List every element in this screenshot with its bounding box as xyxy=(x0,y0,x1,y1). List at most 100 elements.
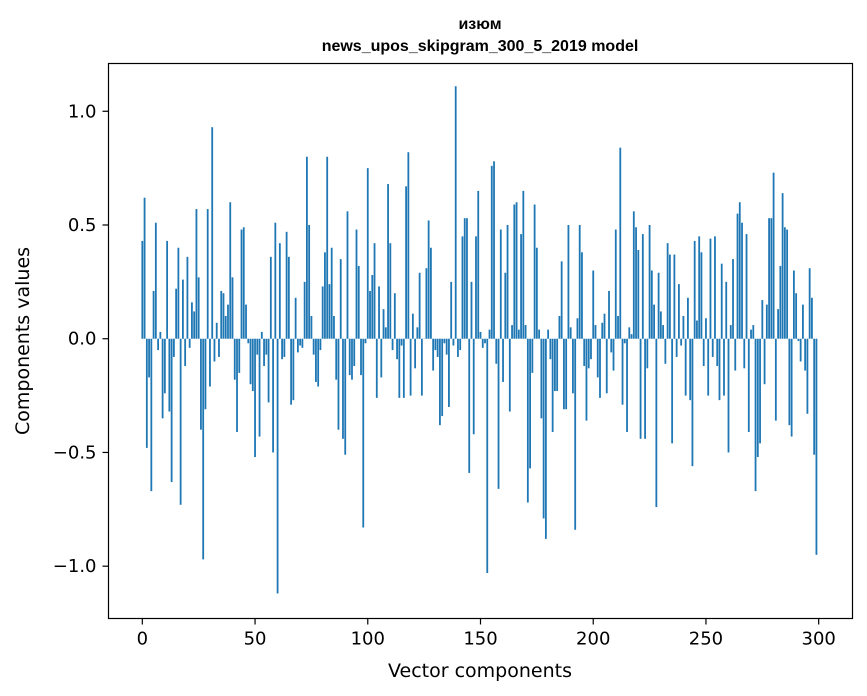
x-tick-label: 100 xyxy=(351,629,385,650)
bar-140 xyxy=(457,338,459,357)
bar-178 xyxy=(542,338,545,519)
bar-64 xyxy=(285,231,288,339)
x-tick-label: 150 xyxy=(463,629,497,650)
bar-33 xyxy=(215,322,218,339)
bar-190 xyxy=(569,327,572,339)
bar-272 xyxy=(754,338,757,492)
bar-45 xyxy=(242,227,245,339)
bar-263 xyxy=(734,338,737,371)
bar-87 xyxy=(337,338,340,430)
bar-184 xyxy=(556,338,559,392)
bar-251 xyxy=(707,338,710,396)
bar-236 xyxy=(673,254,676,339)
bar-255 xyxy=(716,338,719,367)
bar-14 xyxy=(172,338,175,357)
bar-77 xyxy=(315,338,317,382)
bar-240 xyxy=(682,315,685,339)
bar-111 xyxy=(391,338,394,351)
bar-4 xyxy=(150,338,153,492)
bar-32 xyxy=(213,338,216,362)
bar-166 xyxy=(515,202,518,339)
bar-189 xyxy=(567,225,570,339)
bar-175 xyxy=(535,247,538,339)
bar-159 xyxy=(499,229,502,339)
bar-232 xyxy=(664,338,667,364)
x-axis-label: Vector components xyxy=(388,660,572,682)
bar-197 xyxy=(585,338,588,421)
bar-122 xyxy=(416,327,419,339)
bar-19 xyxy=(184,338,187,367)
bar-191 xyxy=(572,338,574,394)
bar-187 xyxy=(563,338,565,410)
bar-246 xyxy=(696,320,698,339)
bar-124 xyxy=(420,338,423,396)
bar-221 xyxy=(639,338,642,439)
bar-239 xyxy=(680,338,683,346)
bar-117 xyxy=(405,186,407,339)
bar-204 xyxy=(601,322,604,339)
bar-283 xyxy=(779,265,782,339)
bar-230 xyxy=(659,311,662,339)
bar-80 xyxy=(321,286,324,339)
bar-198 xyxy=(587,338,590,369)
bar-257 xyxy=(720,263,723,339)
bar-200 xyxy=(592,270,595,339)
bar-114 xyxy=(398,338,401,398)
bar-113 xyxy=(396,338,398,360)
bar-35 xyxy=(220,290,223,339)
bar-83 xyxy=(328,284,331,339)
bar-207 xyxy=(608,290,610,339)
bar-229 xyxy=(657,272,660,339)
bar-129 xyxy=(432,338,435,371)
bar-119 xyxy=(409,338,412,396)
bar-57 xyxy=(269,256,272,339)
bar-183 xyxy=(554,338,556,392)
bar-138 xyxy=(452,338,455,346)
bar-279 xyxy=(770,218,773,339)
bar-238 xyxy=(678,284,680,339)
bar-132 xyxy=(439,338,441,426)
y-tick-label: −0.5 xyxy=(53,442,97,463)
bar-84 xyxy=(330,247,333,339)
bar-101 xyxy=(369,290,371,339)
bar-249 xyxy=(702,338,705,367)
bar-68 xyxy=(294,297,297,339)
bar-29 xyxy=(206,209,209,339)
y-tick-label: 1.0 xyxy=(68,101,97,122)
bar-85 xyxy=(333,315,335,339)
bar-34 xyxy=(218,338,220,357)
bar-8 xyxy=(159,331,162,339)
bar-41 xyxy=(233,338,236,380)
bar-176 xyxy=(538,329,541,339)
chart-subtitle: news_upos_skipgram_300_5_2019 model xyxy=(322,38,639,55)
bar-147 xyxy=(472,338,475,435)
bar-256 xyxy=(718,338,721,401)
bar-195 xyxy=(581,252,583,339)
bar-218 xyxy=(632,211,635,339)
bar-296 xyxy=(808,268,811,339)
bar-145 xyxy=(468,338,471,473)
bar-133 xyxy=(441,338,444,417)
bar-7 xyxy=(157,338,159,351)
bar-226 xyxy=(650,270,653,339)
bar-288 xyxy=(790,338,793,437)
bar-298 xyxy=(813,338,816,455)
bar-285 xyxy=(783,227,786,339)
bar-31 xyxy=(211,127,214,339)
bar-174 xyxy=(533,204,536,339)
bar-134 xyxy=(443,338,446,344)
bar-62 xyxy=(281,338,283,360)
bar-264 xyxy=(736,213,739,339)
bar-205 xyxy=(603,313,606,339)
bar-6 xyxy=(154,222,157,339)
bar-120 xyxy=(411,313,414,339)
bar-128 xyxy=(430,247,432,339)
bar-151 xyxy=(481,338,484,348)
bar-97 xyxy=(360,338,362,376)
bar-172 xyxy=(529,338,531,469)
bar-24 xyxy=(195,209,198,339)
bar-227 xyxy=(653,304,655,339)
bar-109 xyxy=(387,184,389,339)
bar-258 xyxy=(723,338,725,396)
x-tick-label: 0 xyxy=(137,629,148,650)
